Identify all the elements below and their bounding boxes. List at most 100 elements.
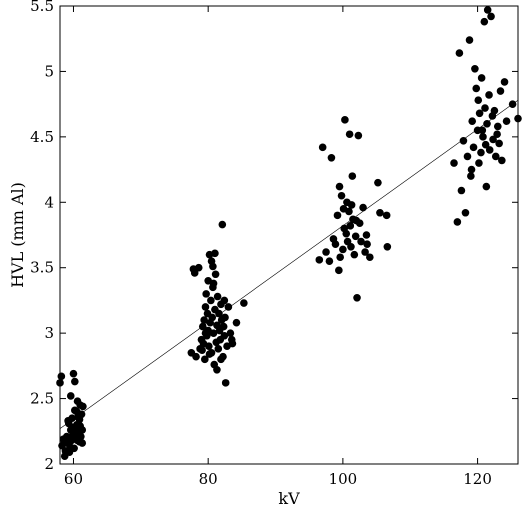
y-tick-label: 4 [44,193,54,211]
data-point [211,249,219,258]
data-point [75,415,84,424]
data-point [453,218,462,226]
data-point [348,172,357,180]
data-point [205,342,213,351]
data-point [482,182,491,191]
data-point [467,172,475,180]
data-point [194,263,203,272]
data-point [336,253,344,262]
data-point [468,117,477,125]
data-point [202,290,210,298]
data-point [339,245,347,254]
data-point [382,211,391,220]
data-point [508,100,517,108]
data-point [201,355,209,364]
data-point [71,377,79,386]
data-point [455,49,464,57]
data-point [450,159,458,167]
data-point [208,313,217,322]
data-point [201,329,210,337]
data-point [65,448,74,457]
data-point [226,329,235,337]
data-point [198,322,207,331]
data-point [502,117,511,125]
y-axis-label: HVL (mm Al) [8,182,27,288]
x-axis-label: kV [278,489,300,508]
data-point [192,352,200,361]
data-point [337,191,346,200]
data-point [232,318,241,327]
data-point [498,156,506,165]
data-point [211,270,220,279]
data-point [200,316,208,324]
y-tick-label: 3 [44,324,54,342]
data-point [383,242,392,251]
y-tick-label: 3.5 [30,259,54,277]
data-point [215,309,223,318]
data-point [209,279,218,288]
data-point [341,116,349,124]
data-point [213,292,222,301]
data-point [346,222,355,230]
plot-frame [59,5,519,465]
data-point [327,153,336,162]
data-point [489,135,497,144]
data-point [354,131,363,140]
data-point [220,296,229,305]
plot-background [60,6,518,464]
data-point [353,294,361,302]
data-point [357,237,365,246]
data-point [491,152,500,161]
data-point [469,143,478,152]
data-point [322,248,330,256]
data-point [221,313,229,322]
data-point [315,256,324,264]
data-point [76,401,85,409]
y-tick-label: 5 [44,62,54,80]
data-point [496,87,505,95]
y-tick-label: 4.5 [30,128,54,146]
data-point [483,119,491,128]
data-point [240,299,248,307]
data-point [198,346,206,354]
data-point [57,372,66,381]
data-point [362,231,371,239]
data-point [487,12,495,21]
y-tick-label: 2 [44,455,54,473]
data-point [472,84,481,93]
trend-line [59,99,519,429]
data-point [459,136,468,145]
x-tick-label: 120 [463,470,492,488]
data-point [500,78,509,86]
data-point [66,392,75,400]
data-point [471,65,479,73]
y-tick-label: 2.5 [30,390,54,408]
data-point [214,345,223,353]
data-point [209,329,218,337]
data-point [493,122,502,131]
y-tick-label: 5.5 [30,0,54,15]
data-point [78,426,87,434]
data-point [485,91,493,99]
data-point [213,365,221,374]
data-point [217,355,225,364]
data-point [481,104,489,112]
data-point [73,407,81,416]
data-point [467,165,476,174]
data-point [463,152,472,161]
data-point [495,139,503,148]
data-point [218,220,227,229]
data-point [335,266,343,275]
data-point [340,224,349,233]
data-point [477,148,485,157]
data-point [221,379,230,387]
data-point [474,96,483,105]
data-point [465,36,474,44]
data-point [481,140,490,149]
data-point [485,146,494,154]
data-point [335,182,344,191]
data-point [461,208,470,217]
x-tick-label: 60 [64,470,83,488]
data-point [493,130,501,139]
data-point [352,216,361,225]
